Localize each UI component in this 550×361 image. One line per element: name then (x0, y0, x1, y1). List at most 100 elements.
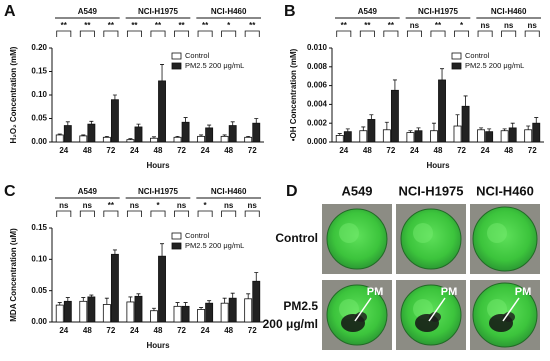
bar (150, 310, 158, 323)
bar (252, 122, 261, 143)
y-tick-label: 0.15 (31, 67, 47, 76)
significance-bracket (383, 30, 399, 37)
bar (390, 89, 399, 143)
y-tick-label: 0.20 (31, 43, 47, 52)
error-bar (104, 135, 109, 138)
error-bar (199, 134, 204, 137)
significance-bracket (150, 210, 166, 217)
significance-label: ns (528, 21, 538, 30)
legend-swatch (451, 52, 462, 60)
x-tick-label: 72 (528, 146, 537, 155)
error-bar (112, 249, 117, 255)
x-tick-label: 24 (59, 146, 68, 155)
bar (414, 130, 423, 143)
y-tick-label: 0.000 (307, 137, 328, 146)
x-tick-label: 72 (248, 146, 257, 155)
y-tick-label: 0.00 (31, 137, 47, 146)
bar (87, 123, 96, 143)
bar (63, 300, 72, 323)
bar (524, 129, 533, 143)
bar (158, 80, 166, 143)
error-bar (369, 114, 374, 120)
significance-bracket (477, 30, 493, 37)
x-tick-label: 24 (130, 326, 139, 335)
bar (244, 136, 253, 143)
bar (110, 99, 119, 143)
bar (406, 132, 415, 143)
significance-label: ns (248, 201, 258, 210)
significance-label: ** (84, 21, 91, 30)
bar (173, 305, 182, 323)
error-bar (392, 79, 397, 91)
error-bar (128, 296, 133, 302)
error-bar (207, 300, 212, 304)
significance-bracket (221, 30, 237, 37)
column-label: NCI-H460 (476, 183, 534, 198)
group-label: NCI-H460 (211, 7, 247, 16)
bar (126, 301, 135, 323)
bar (110, 253, 119, 323)
error-bar (81, 297, 86, 302)
significance-label: ** (364, 21, 371, 30)
significance-bracket (336, 30, 352, 37)
legend-label: Control (465, 51, 490, 60)
significance-bracket (56, 30, 72, 37)
panel-label: B (284, 3, 296, 20)
pm-particles (355, 312, 367, 322)
bar (79, 135, 88, 143)
error-bar (199, 307, 204, 310)
row-label: 200 μg/ml (263, 317, 318, 331)
y-axis-title: H₂O₂ Concentration (mM) (9, 46, 18, 143)
significance-label: * (227, 21, 231, 30)
legend-swatch (451, 62, 462, 70)
significance-bracket (244, 210, 260, 217)
significance-bracket (56, 210, 72, 217)
error-bar (526, 125, 531, 130)
legend-swatch (171, 62, 182, 70)
bar (87, 296, 96, 323)
y-axis-title: MDA Concentration (uM) (9, 228, 18, 322)
group-label: A549 (78, 7, 98, 16)
bar (453, 125, 462, 143)
significance-label: ns (59, 201, 69, 210)
bar (181, 121, 190, 143)
significance-bracket (406, 30, 422, 37)
bar (382, 129, 391, 143)
significance-label: ** (155, 21, 162, 30)
significance-label: ns (177, 201, 187, 210)
legend-label: PM2.5 200 μg/mL (185, 61, 244, 70)
error-bar (183, 117, 188, 123)
error-bar (65, 297, 70, 302)
bar (477, 129, 486, 143)
legend-swatch (171, 52, 182, 60)
significance-label: ns (224, 201, 234, 210)
bar (205, 302, 214, 323)
x-tick-label: 24 (339, 146, 348, 155)
pm-arrow (428, 297, 446, 322)
significance-bracket (501, 30, 517, 37)
row-label: PM2.5 (283, 299, 318, 313)
error-bar (222, 134, 227, 137)
y-tick-label: 0.05 (31, 114, 47, 123)
bar (532, 122, 541, 143)
error-bar (160, 243, 165, 257)
bar (197, 135, 206, 143)
legend-swatch (171, 232, 182, 240)
error-bar (440, 68, 445, 80)
significance-label: ns (480, 21, 490, 30)
bar (102, 304, 111, 323)
error-bar (361, 126, 366, 131)
significance-label: * (460, 21, 464, 30)
x-axis-title: Hours (426, 161, 450, 170)
x-tick-label: 48 (224, 326, 233, 335)
significance-bracket (174, 210, 190, 217)
error-bar (254, 118, 259, 124)
bar (220, 135, 229, 143)
y-tick-label: 0.006 (307, 81, 328, 90)
significance-bracket (430, 30, 446, 37)
error-bar (65, 121, 70, 126)
x-axis-title: Hours (146, 161, 170, 170)
cell-texture (413, 299, 433, 319)
bar (63, 125, 72, 143)
panel-label: A (4, 3, 16, 20)
